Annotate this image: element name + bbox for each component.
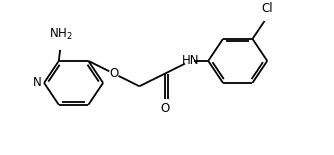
Text: N: N	[33, 76, 42, 89]
Text: NH$_2$: NH$_2$	[49, 27, 73, 42]
Text: O: O	[109, 67, 119, 80]
Text: Cl: Cl	[262, 2, 273, 15]
Text: O: O	[160, 102, 170, 115]
Text: HN: HN	[182, 54, 199, 67]
